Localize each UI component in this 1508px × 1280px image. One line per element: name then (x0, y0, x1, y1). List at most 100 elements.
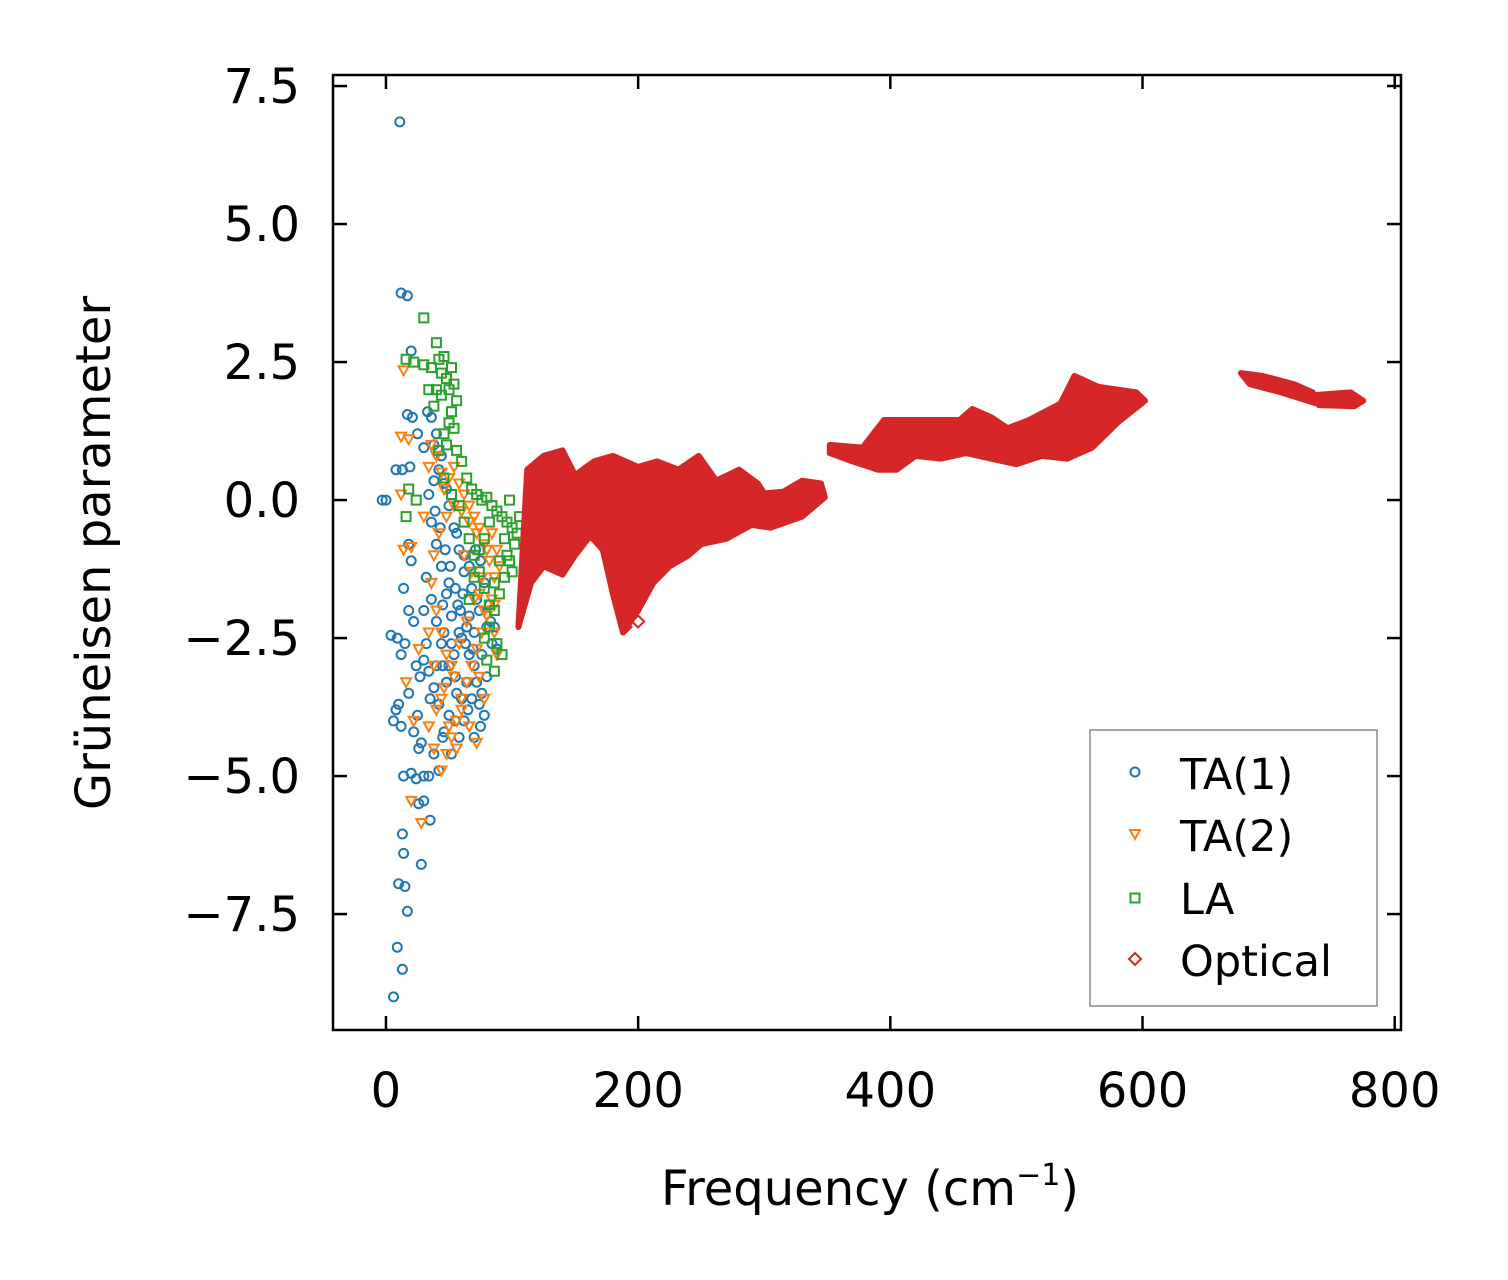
data-point (509, 538, 521, 550)
data-point (429, 450, 444, 463)
data-point (434, 627, 449, 640)
data-point (396, 963, 408, 975)
legend-entry-ta1: TA(1) (1129, 750, 1293, 800)
data-point (643, 569, 659, 585)
optical-dense-region (515, 447, 828, 636)
data-point (454, 693, 469, 706)
data-point (424, 693, 436, 705)
optical-dense-region (1237, 370, 1320, 407)
y-tick-label: 7.5 (224, 59, 300, 115)
data-point (443, 417, 455, 429)
data-point (422, 461, 436, 474)
data-point (410, 494, 422, 506)
data-point (437, 731, 449, 743)
data-point (391, 632, 403, 644)
data-point (434, 522, 446, 534)
data-point (441, 676, 452, 688)
data-point (468, 731, 480, 743)
data-point (483, 516, 495, 528)
data-point (470, 644, 484, 657)
data-point (449, 582, 461, 594)
data-point (423, 384, 435, 396)
data-point (428, 682, 440, 694)
data-point (458, 516, 470, 528)
y-tick-label: −7.5 (183, 887, 300, 943)
data-point (422, 627, 436, 640)
data-point (476, 687, 488, 699)
data-point (390, 704, 402, 716)
data-point (506, 566, 518, 578)
legend-label-ta2: TA(2) (1179, 812, 1293, 862)
data-point (443, 577, 455, 589)
data-point (466, 582, 478, 594)
data-point (473, 544, 485, 556)
data-point (492, 561, 507, 574)
data-point (437, 660, 449, 672)
data-point (478, 709, 490, 721)
data-point (403, 687, 415, 699)
data-point (466, 693, 478, 705)
data-point (434, 765, 449, 778)
y-tick-label: −5.0 (183, 749, 300, 805)
data-point (438, 472, 450, 484)
data-point (406, 411, 418, 423)
data-point (429, 704, 444, 717)
data-point (404, 795, 418, 808)
data-point (452, 599, 464, 611)
data-point (418, 442, 430, 454)
data-point (454, 506, 469, 519)
data-point (422, 721, 436, 734)
series-ta-2 (394, 365, 507, 831)
data-point (441, 588, 452, 600)
data-point (400, 511, 412, 523)
series-la (400, 312, 526, 677)
data-point (403, 483, 415, 495)
data-point (427, 550, 441, 563)
plot-frame (331, 73, 1403, 1032)
data-point (401, 905, 413, 917)
data-point (493, 555, 505, 567)
data-point (446, 610, 457, 622)
data-point (393, 878, 405, 890)
data-point (451, 527, 463, 539)
optical-dense-region (826, 372, 1148, 473)
data-point (420, 571, 432, 583)
x-tick-label: 0 (371, 1063, 402, 1119)
data-point (407, 715, 421, 728)
data-point (451, 687, 463, 699)
data-point (418, 605, 430, 616)
data-point (388, 991, 399, 1003)
data-point (404, 461, 416, 473)
y-tick-label: −2.5 (183, 611, 300, 667)
data-point (444, 732, 459, 745)
data-point (460, 616, 474, 629)
data-point (391, 941, 403, 953)
data-point (446, 362, 457, 374)
data-point (405, 555, 417, 567)
data-point (491, 638, 503, 650)
y-tick-label: 5.0 (224, 197, 300, 253)
x-tick-label: 800 (1349, 1063, 1441, 1119)
data-point (460, 677, 474, 690)
data-point (429, 605, 444, 618)
data-point (504, 494, 515, 506)
data-point (478, 533, 490, 545)
y-tick-label: 2.5 (224, 335, 300, 391)
data-point (451, 395, 463, 407)
x-tick-label: 600 (1097, 1063, 1189, 1119)
x-axis-label: Frequency (cm−1) (661, 1158, 1079, 1217)
data-point (470, 737, 484, 750)
data-point (483, 621, 495, 633)
series-optical (515, 370, 1367, 636)
legend-label-optical: Optical (1180, 937, 1332, 987)
legend-entry-ta2: TA(2) (1128, 812, 1293, 862)
data-point (424, 577, 439, 590)
data-point (488, 665, 500, 677)
data-point (439, 649, 454, 662)
legend-marker-la (1129, 892, 1141, 904)
data-point (462, 721, 476, 734)
data-point (423, 489, 435, 500)
data-point (435, 367, 447, 379)
data-point (427, 743, 441, 756)
